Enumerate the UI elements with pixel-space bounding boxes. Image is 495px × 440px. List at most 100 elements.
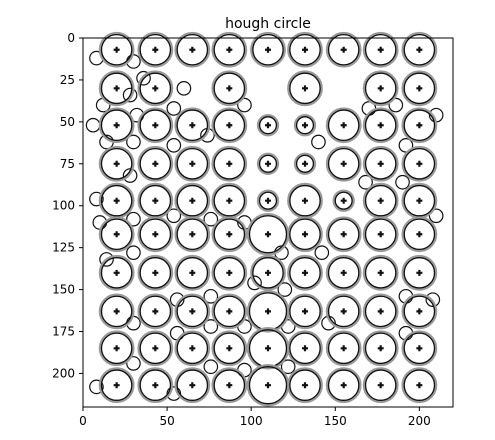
- detected-circle: [174, 330, 211, 367]
- circle-halo: [325, 145, 362, 182]
- circle-halo: [287, 367, 323, 404]
- small-circle: [99, 252, 114, 267]
- circle-center-mark: [340, 46, 347, 53]
- circle-ring: [213, 257, 246, 289]
- small-circle: [247, 275, 262, 291]
- circle-ring: [403, 184, 436, 217]
- small-circle: [280, 359, 296, 375]
- circle-center-mark: [113, 160, 120, 167]
- circle-center-mark: [226, 269, 233, 276]
- circle-ring: [100, 295, 133, 328]
- circle-halo: [256, 152, 280, 175]
- circle-halo: [287, 31, 323, 68]
- circle-halo: [401, 107, 438, 144]
- detected-circle: [211, 145, 248, 182]
- circle-center-mark: [377, 122, 384, 129]
- circle-halo: [287, 216, 323, 253]
- circle-ring: [295, 154, 315, 173]
- circle-center-mark: [189, 122, 196, 129]
- circle-ring: [258, 191, 278, 210]
- circle-center-mark: [152, 197, 159, 204]
- circle-center-mark: [152, 382, 159, 389]
- circle-center-mark: [377, 160, 384, 167]
- detected-circle: [362, 107, 399, 144]
- circle-ring: [364, 109, 397, 142]
- small-circle: [122, 168, 138, 183]
- circle-ring: [258, 154, 278, 173]
- circle-ring: [100, 218, 133, 251]
- detected-circle: [325, 31, 362, 68]
- circle-center-mark: [340, 197, 347, 204]
- circle-halo: [98, 145, 135, 182]
- detected-circle: [137, 107, 174, 144]
- circle-ring: [213, 72, 246, 105]
- detected-circle: [325, 145, 362, 182]
- detected-circle: [325, 107, 362, 144]
- circle-ring: [289, 369, 321, 401]
- small-circle: [358, 174, 373, 190]
- detected-circle: [174, 145, 211, 182]
- circle-ring: [100, 148, 133, 180]
- circle-center-mark: [113, 46, 120, 53]
- circle-center-mark: [226, 231, 233, 238]
- circle-center-mark: [340, 122, 347, 129]
- circle-halo: [250, 31, 286, 68]
- detected-circle: [98, 70, 135, 107]
- detected-circle: [325, 216, 362, 253]
- circle-center-mark: [226, 46, 233, 53]
- circle-center-mark: [302, 197, 308, 204]
- circle-ring: [289, 33, 321, 66]
- circle-center-mark: [265, 160, 271, 167]
- circle-center-mark: [302, 382, 308, 389]
- circle-center-mark: [113, 308, 120, 315]
- detected-circle: [362, 330, 399, 367]
- detected-circle: [287, 293, 323, 330]
- detected-circle: [174, 107, 211, 144]
- circle-halo: [211, 107, 248, 144]
- small-circle: [126, 245, 141, 261]
- small-circle: [126, 134, 141, 150]
- detected-circle: [211, 107, 248, 144]
- y-tick-label: 0: [67, 31, 75, 45]
- circle-center-mark: [226, 122, 233, 129]
- detected-circle: [325, 330, 362, 367]
- circle-ring: [176, 369, 209, 401]
- circle-center-mark: [377, 231, 384, 238]
- circle-center-mark: [265, 308, 271, 315]
- small-circle: [89, 191, 104, 207]
- small-circle: [203, 288, 219, 304]
- circle-center-mark: [189, 160, 196, 167]
- detected-circle: [401, 293, 438, 330]
- circle-halo: [287, 254, 323, 291]
- circle-ring: [248, 215, 288, 254]
- x-tick-label: 0: [79, 414, 87, 428]
- circle-center-mark: [416, 122, 423, 129]
- circle-ring: [139, 148, 172, 180]
- circle-ring: [100, 369, 133, 401]
- detected-circle: [401, 330, 438, 367]
- small-circle: [126, 356, 141, 371]
- circle-halo: [287, 330, 323, 367]
- small-circle: [166, 208, 182, 224]
- circle-ring: [100, 72, 133, 105]
- circle-center-mark: [302, 85, 308, 92]
- circle-halo: [211, 330, 248, 367]
- detected-circle: [325, 293, 362, 330]
- circle-center-mark: [302, 160, 308, 167]
- circle-center-mark: [226, 345, 233, 352]
- small-circle: [166, 386, 182, 401]
- circle-center-mark: [189, 308, 196, 315]
- small-circle: [314, 245, 330, 261]
- circle-center-mark: [189, 345, 196, 352]
- circle-ring: [100, 109, 133, 142]
- circle-center-mark: [265, 345, 271, 352]
- circle-ring: [176, 33, 209, 66]
- circle-center-mark: [265, 197, 271, 204]
- circle-center-mark: [113, 122, 120, 129]
- detected-circle: [98, 367, 135, 404]
- circle-halo: [401, 216, 438, 253]
- circle-halo: [137, 367, 174, 404]
- detected-circle: [401, 216, 438, 253]
- circle-halo: [362, 31, 399, 68]
- circle-ring: [176, 148, 209, 180]
